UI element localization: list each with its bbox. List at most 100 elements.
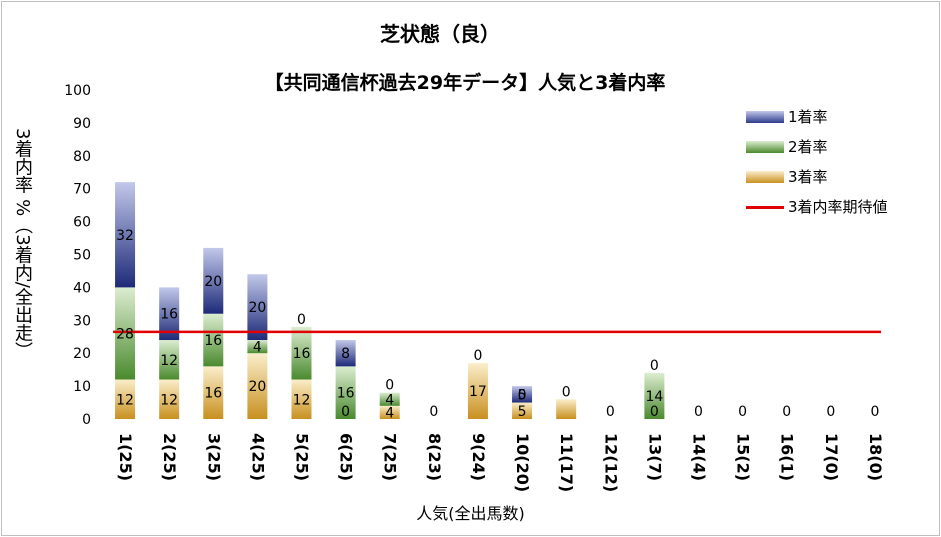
- x-tick-label: 7(25): [381, 433, 400, 481]
- bar-2nd-13: [644, 372, 665, 419]
- bar-1st-2: [159, 287, 180, 341]
- data-label-1st-9: 0: [473, 348, 482, 364]
- data-label-3rd-18: 0: [870, 404, 879, 420]
- bar-3rd-2: [159, 379, 180, 419]
- bar-1st-6: [335, 340, 356, 367]
- y-tick-label: 40: [73, 280, 91, 296]
- data-label-1st-6: 8: [341, 346, 350, 362]
- bar-2nd-7: [379, 392, 400, 406]
- data-label-2nd-10: 0: [518, 388, 527, 404]
- data-label-3rd-10: 5: [518, 404, 527, 420]
- data-label-3rd-2: 12: [160, 392, 178, 408]
- y-tick-label: 30: [73, 313, 91, 329]
- data-label-1st-8: 0: [429, 404, 438, 420]
- data-label-3rd-17: 0: [826, 404, 835, 420]
- x-tick-label: 1(25): [116, 433, 135, 481]
- y-tick-label: 80: [73, 149, 91, 165]
- x-tick-label: 2(25): [160, 433, 179, 481]
- bar-3rd-5: [291, 379, 312, 419]
- bar-1st-4: [247, 274, 268, 341]
- bar-2nd-6: [335, 366, 356, 419]
- data-label-1st-2: 16: [160, 307, 178, 323]
- x-tick-label: 6(25): [337, 433, 356, 481]
- x-tick-label: 14(4): [690, 433, 709, 481]
- data-label-3rd-1: 12: [116, 392, 134, 408]
- legend-label-1st: 1着率: [788, 108, 828, 126]
- data-label-2nd-13: 14: [645, 389, 663, 405]
- bar-2nd-5: [291, 326, 312, 380]
- legend-item-2nd: 2着率: [746, 134, 936, 164]
- bar-2nd-1: [115, 287, 136, 380]
- data-label-1st-3: 20: [204, 274, 222, 290]
- legend-swatch-1st: [746, 111, 784, 123]
- data-label-1st-13: 0: [650, 358, 659, 374]
- bar-2nd-4: [247, 340, 268, 354]
- bar-2nd-3: [203, 313, 224, 367]
- x-axis-label: 人気(全出馬数): [416, 504, 525, 523]
- bar-3rd-10: [512, 402, 533, 419]
- x-tick-label: 13(7): [645, 433, 664, 481]
- bar-3rd-11: [556, 399, 577, 419]
- data-label-2nd-5: 16: [293, 346, 311, 362]
- data-label-2nd-1: 28: [116, 326, 134, 342]
- x-tick-label: 11(17): [557, 433, 576, 492]
- data-label-1st-7: 0: [385, 378, 394, 394]
- data-label-2nd-3: 16: [204, 333, 222, 349]
- y-tick-label: 50: [73, 248, 91, 264]
- legend-label-3rd: 3着率: [788, 168, 828, 186]
- data-label-2nd-7: 4: [385, 392, 394, 408]
- x-tick-label: 15(2): [734, 433, 753, 481]
- x-tick-label: 10(20): [513, 433, 532, 492]
- y-tick-label: 100: [64, 83, 91, 99]
- x-tick-label: 12(12): [601, 433, 620, 492]
- data-label-1st-4: 20: [248, 300, 266, 316]
- data-label-2nd-4: 4: [253, 340, 262, 356]
- data-label-3rd-6: 0: [341, 404, 350, 420]
- y-tick-label: 20: [73, 346, 91, 362]
- legend-item-3rd: 3着率: [746, 164, 936, 194]
- x-tick-label: 9(24): [469, 433, 488, 481]
- data-label-2nd-6: 16: [337, 386, 355, 402]
- data-label-3rd-7: 4: [385, 405, 394, 421]
- x-tick-label: 16(1): [778, 433, 797, 481]
- data-label-1st-10: 5: [518, 387, 527, 403]
- data-label-3rd-14: 0: [694, 404, 703, 420]
- data-label-1st-1: 32: [116, 228, 134, 244]
- bar-3rd-9: [467, 363, 488, 419]
- y-tick-label: 60: [73, 215, 91, 231]
- data-label-2nd-2: 12: [160, 353, 178, 369]
- x-tick-label: 5(25): [293, 433, 312, 481]
- legend-label-expected: 3着内率期待値: [788, 198, 888, 216]
- data-label-1st-5: 0: [297, 312, 306, 328]
- data-label-3rd-5: 12: [293, 392, 311, 408]
- bar-1st-3: [203, 247, 224, 314]
- data-label-3rd-13: 0: [650, 404, 659, 420]
- y-tick-label: 90: [73, 116, 91, 132]
- data-label-3rd-15: 0: [738, 404, 747, 420]
- legend-label-2nd: 2着率: [788, 138, 828, 156]
- bar-1st-1: [115, 182, 136, 288]
- data-label-3rd-9: 17: [469, 384, 487, 400]
- legend-swatch-2nd: [746, 141, 784, 153]
- chart-subtitle: 【共同通信杯過去29年データ】人気と3着内率: [264, 72, 666, 94]
- y-axis-label: 3着内率 %（3着内/全出走）: [12, 128, 33, 360]
- chart-title: 芝状態（良）: [380, 22, 500, 46]
- data-label-3rd-16: 0: [782, 404, 791, 420]
- data-label-3rd-3: 16: [204, 386, 222, 402]
- x-tick-label: 3(25): [204, 433, 223, 481]
- legend-swatch-expected: [746, 206, 784, 209]
- x-tick-label: 4(25): [248, 433, 267, 481]
- data-label-1st-11: 0: [562, 384, 571, 400]
- bar-1st-10: [512, 386, 533, 403]
- legend-swatch-3rd: [746, 171, 784, 183]
- y-tick-label: 10: [73, 379, 91, 395]
- bar-2nd-2: [159, 340, 180, 380]
- y-tick-label: 70: [73, 182, 91, 198]
- y-tick-label: 0: [82, 412, 91, 428]
- bar-3rd-7: [379, 405, 400, 419]
- bar-3rd-1: [115, 379, 136, 419]
- legend-item-1st: 1着率: [746, 104, 936, 134]
- x-tick-label: 17(0): [822, 433, 841, 481]
